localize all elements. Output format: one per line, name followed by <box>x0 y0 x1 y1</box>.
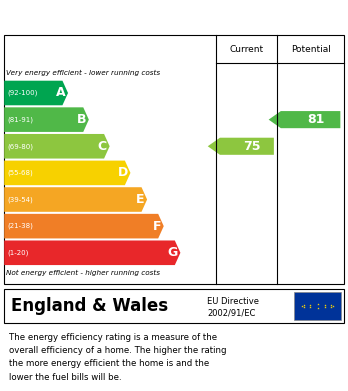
Text: 75: 75 <box>243 140 261 153</box>
Text: (69-80): (69-80) <box>8 143 34 149</box>
Polygon shape <box>4 187 147 212</box>
Text: E: E <box>136 193 144 206</box>
Text: Energy Efficiency Rating: Energy Efficiency Rating <box>9 9 219 23</box>
Text: (55-68): (55-68) <box>8 170 33 176</box>
Text: Current: Current <box>230 45 264 54</box>
Polygon shape <box>4 161 130 185</box>
Text: G: G <box>167 246 177 259</box>
Text: Very energy efficient - lower running costs: Very energy efficient - lower running co… <box>6 70 160 76</box>
Polygon shape <box>4 81 68 105</box>
Text: (81-91): (81-91) <box>8 117 34 123</box>
Bar <box>4 289 344 323</box>
Text: D: D <box>117 167 128 179</box>
Text: (1-20): (1-20) <box>8 249 29 256</box>
Text: (92-100): (92-100) <box>8 90 38 96</box>
Polygon shape <box>208 138 274 155</box>
Polygon shape <box>4 134 110 159</box>
Text: EU Directive: EU Directive <box>207 297 259 306</box>
Text: (21-38): (21-38) <box>8 223 33 230</box>
Text: 81: 81 <box>307 113 324 126</box>
Polygon shape <box>4 108 89 132</box>
Text: The energy efficiency rating is a measure of the
overall efficiency of a home. T: The energy efficiency rating is a measur… <box>9 333 226 382</box>
Polygon shape <box>269 111 340 128</box>
Polygon shape <box>4 240 180 265</box>
Text: Potential: Potential <box>291 45 331 54</box>
Text: A: A <box>56 86 65 99</box>
Bar <box>294 292 341 321</box>
Text: England & Wales: England & Wales <box>11 297 168 315</box>
Text: (39-54): (39-54) <box>8 196 33 203</box>
Text: F: F <box>152 220 161 233</box>
Text: B: B <box>77 113 86 126</box>
Text: 2002/91/EC: 2002/91/EC <box>207 308 255 317</box>
Polygon shape <box>4 214 164 239</box>
Text: Not energy efficient - higher running costs: Not energy efficient - higher running co… <box>6 269 160 276</box>
Text: C: C <box>98 140 107 153</box>
